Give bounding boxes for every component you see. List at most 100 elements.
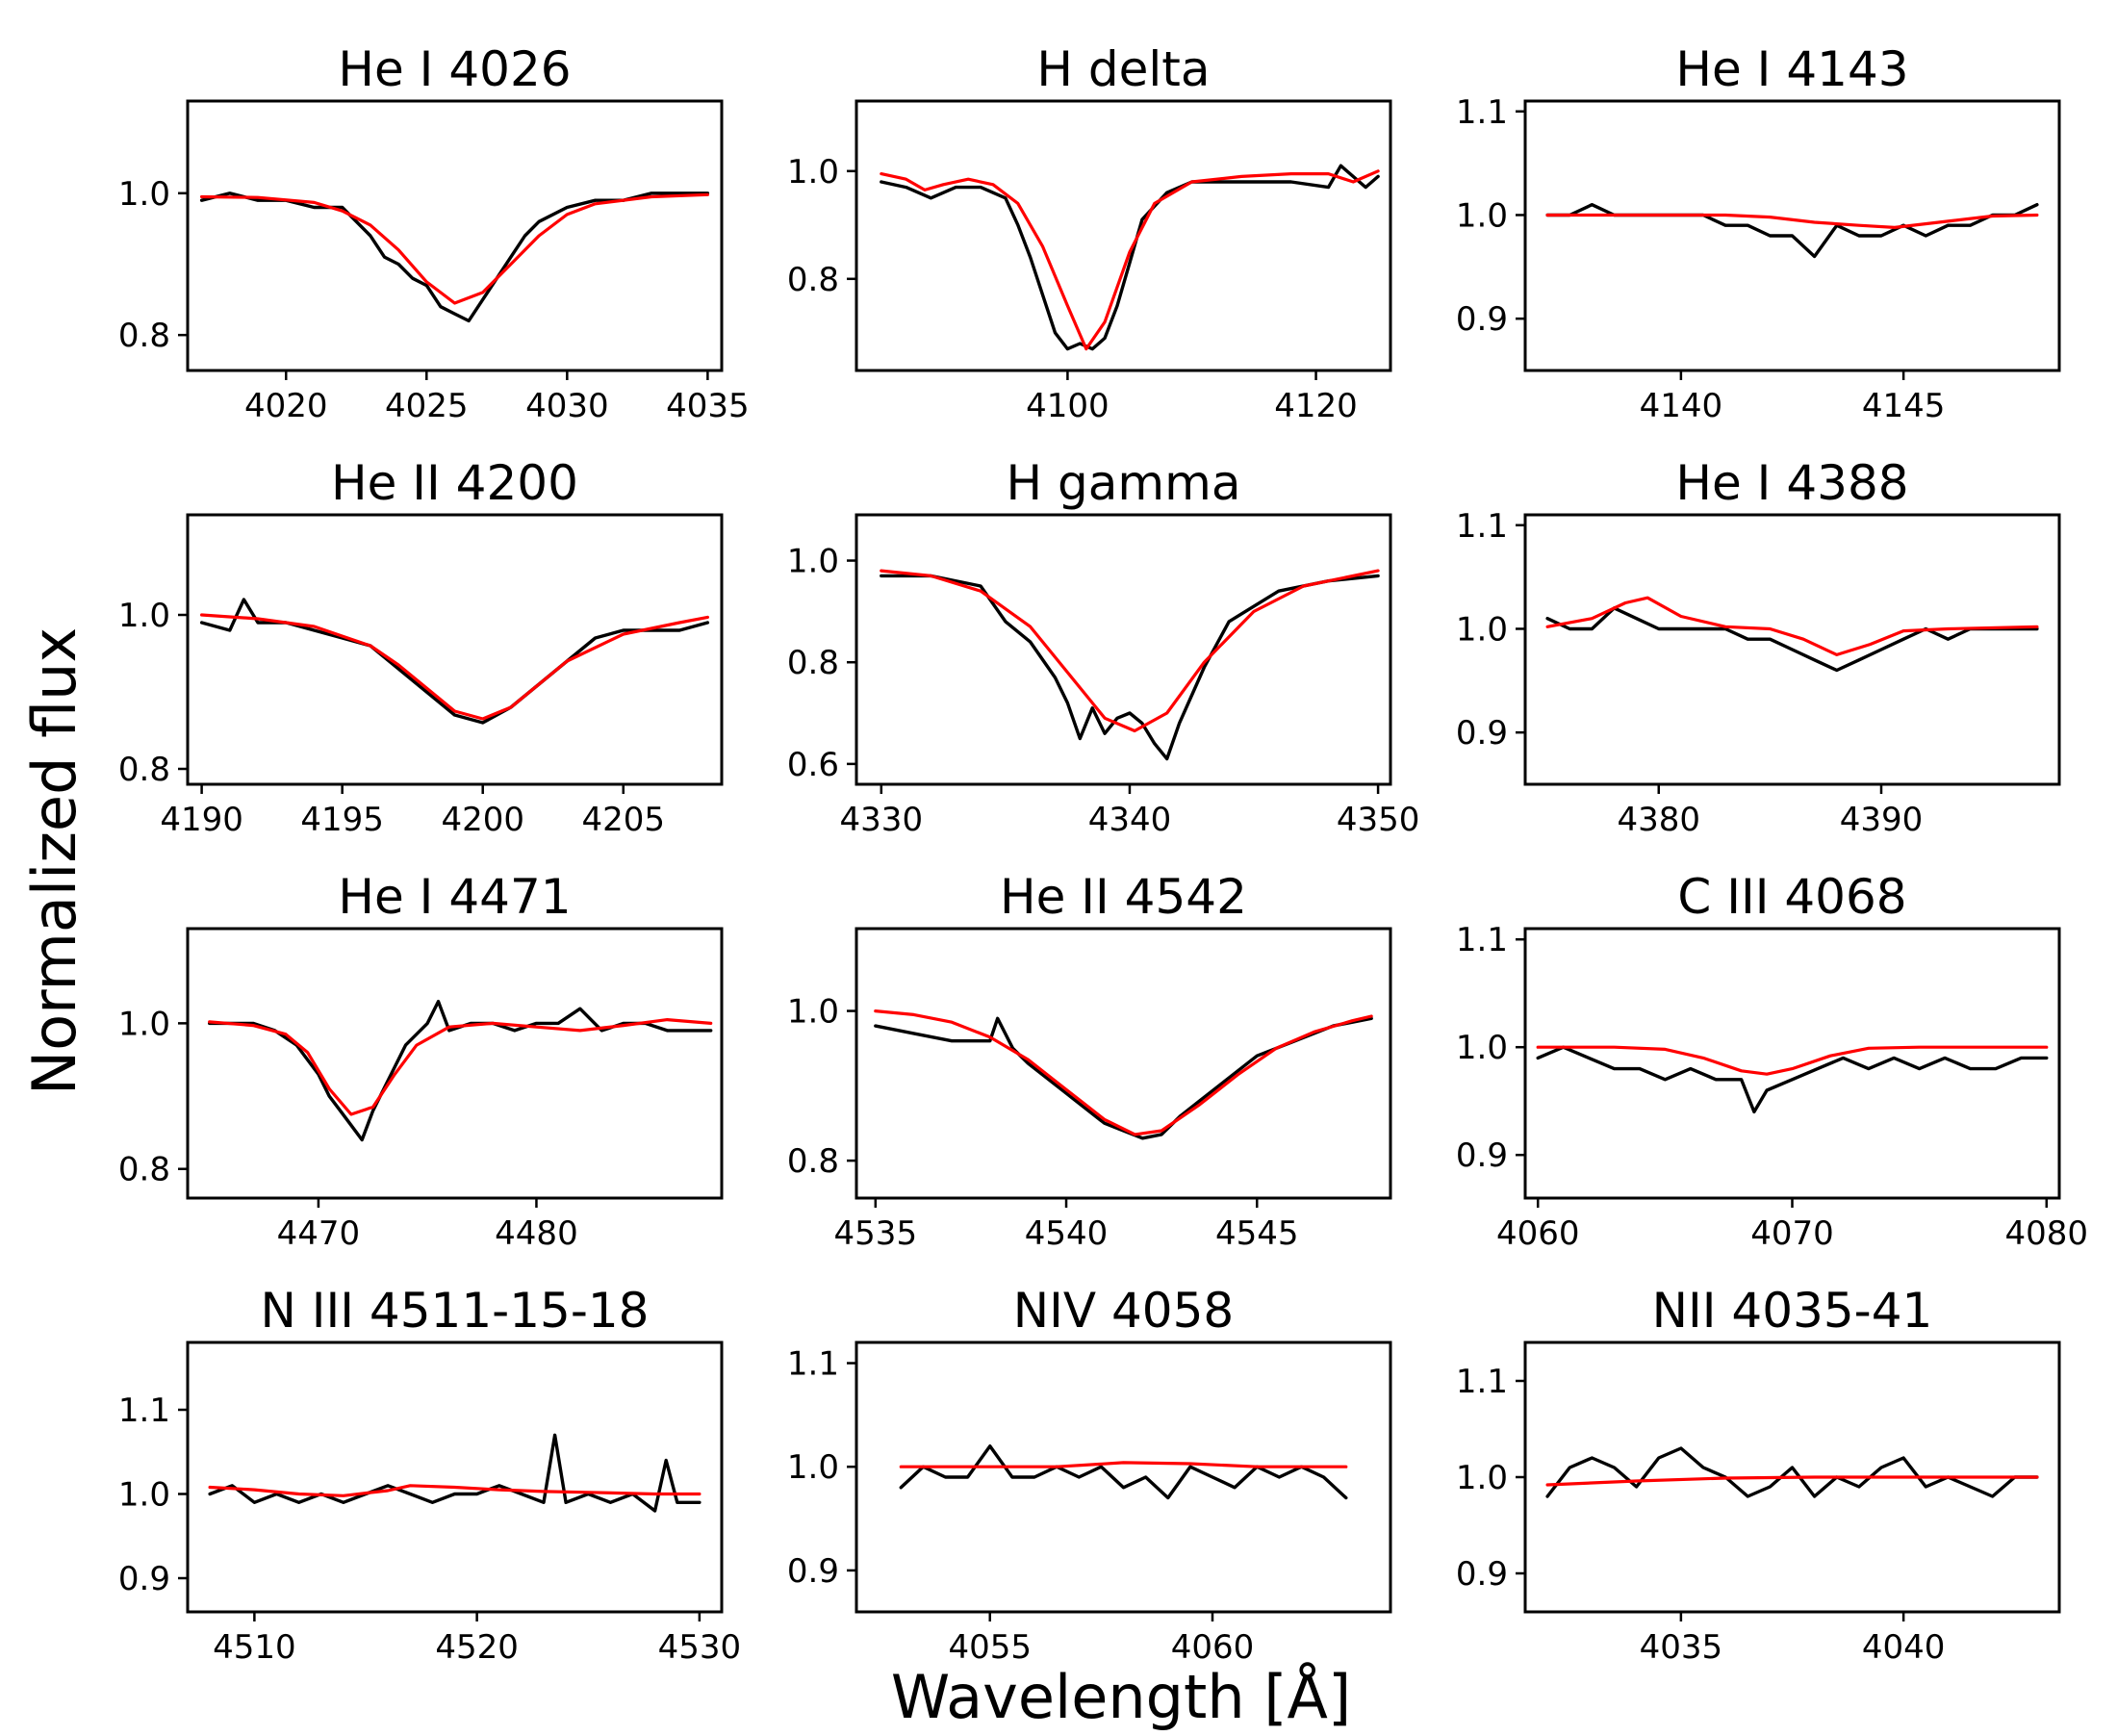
model-fit-line	[880, 169, 1380, 351]
y-tick-label: 0.9	[1456, 714, 1508, 753]
panel-lines	[874, 1009, 1373, 1140]
y-tick-label: 1.1	[1456, 1363, 1508, 1401]
observed-spectrum-line	[199, 598, 710, 725]
model-fit-line	[1545, 596, 2039, 656]
model-fit-line	[200, 613, 709, 721]
observed-spectrum-line	[880, 164, 1380, 351]
x-tick-label: 4055	[948, 1628, 1032, 1667]
observed-spectrum-line	[199, 191, 710, 323]
x-tick-label: 4070	[1750, 1214, 1834, 1253]
observed-spectrum-line	[899, 1444, 1348, 1500]
y-tick-label: 1.1	[118, 1391, 170, 1430]
panel-10: N III 4511-15-18 4510 4520 4530 0.9 1.0 1.1	[118, 1283, 741, 1667]
x-tick-label: 4080	[2005, 1214, 2089, 1253]
x-tick-label: 4025	[385, 387, 469, 425]
panel-lines	[1545, 203, 2039, 259]
model-fit-line	[880, 569, 1380, 733]
y-tick-label: 0.9	[1456, 300, 1508, 339]
y-tick-label: 1.0	[787, 543, 839, 581]
panel-title: H delta	[1036, 41, 1210, 97]
model-fit-line	[208, 1484, 701, 1497]
x-tick-label: 4020	[244, 387, 328, 425]
y-tick-label: 0.6	[787, 746, 839, 784]
panel-6: He I 4388 4380 4390 0.9 1.0 1.1	[1456, 455, 2061, 839]
panel-frame	[854, 927, 1392, 1200]
x-tick-label: 4200	[441, 801, 524, 839]
y-tick-label: 0.8	[118, 751, 170, 789]
panel-frame	[186, 1340, 724, 1614]
panel-title: He I 4026	[338, 41, 571, 97]
panel-9: C III 4068 4060 4070 4080 0.9 1.0 1.1	[1456, 869, 2088, 1253]
y-tick-label: 1.1	[1456, 93, 1508, 132]
panel-lines	[1545, 1446, 2039, 1498]
x-tick-label: 4190	[160, 801, 243, 839]
x-tick-label: 4545	[1215, 1214, 1299, 1253]
panel-title: He II 4200	[331, 455, 578, 511]
x-tick-label: 4530	[658, 1628, 742, 1667]
x-tick-label: 4145	[1862, 387, 1946, 425]
y-tick-label: 1.0	[118, 175, 170, 214]
panel-frame	[186, 927, 724, 1200]
x-tick-label: 4140	[1640, 387, 1723, 425]
x-tick-label: 4350	[1337, 801, 1420, 839]
y-tick-label: 1.0	[1456, 196, 1508, 235]
panel-frame	[186, 99, 724, 372]
panel-12: NII 4035-41 4035 4040 0.9 1.0 1.1	[1456, 1283, 2061, 1667]
y-tick-label: 1.0	[118, 597, 170, 635]
figure-xlabel: Wavelength [Å]	[891, 1662, 1351, 1732]
y-tick-label: 1.0	[118, 1005, 170, 1043]
x-tick-label: 4100	[1026, 387, 1110, 425]
panel-title: NIV 4058	[1013, 1283, 1235, 1339]
observed-spectrum-line	[874, 1016, 1373, 1140]
panel-lines	[1536, 1045, 2049, 1114]
y-tick-label: 1.0	[1456, 610, 1508, 649]
panel-lines	[208, 1000, 713, 1142]
y-tick-label: 1.1	[1456, 507, 1508, 546]
x-tick-label: 4510	[213, 1628, 296, 1667]
y-tick-label: 0.9	[1456, 1136, 1508, 1175]
panel-lines	[208, 1433, 701, 1513]
y-tick-label: 1.0	[118, 1476, 170, 1515]
panel-frame	[854, 99, 1392, 372]
panel-title: C III 4068	[1677, 869, 1906, 925]
panel-grid: He I 4026 4020 4025 4030 4035 0.8 1.0 H delta 41…	[118, 41, 2088, 1667]
panel-1: He I 4026 4020 4025 4030 4035 0.8 1.0	[118, 41, 750, 425]
y-tick-label: 0.9	[787, 1552, 839, 1591]
y-tick-label: 1.0	[787, 1448, 839, 1487]
model-fit-line	[1536, 1045, 2049, 1076]
panel-7: He I 4471 4470 4480 0.8 1.0	[118, 869, 724, 1253]
observed-spectrum-line	[1545, 1446, 2039, 1498]
panel-title: N III 4511-15-18	[260, 1283, 649, 1339]
model-fit-line	[874, 1009, 1373, 1136]
x-tick-label: 4195	[300, 801, 384, 839]
model-fit-line	[1545, 213, 2039, 229]
x-tick-label: 4060	[1496, 1214, 1580, 1253]
y-tick-label: 0.8	[787, 644, 839, 682]
panel-11: NIV 4058 4055 4060 0.9 1.0 1.1	[787, 1283, 1392, 1667]
panel-title: He I 4143	[1675, 41, 1908, 97]
x-tick-label: 4380	[1617, 801, 1700, 839]
panel-title: He I 4388	[1675, 455, 1908, 511]
y-tick-label: 1.1	[1456, 921, 1508, 959]
observed-spectrum-line	[880, 574, 1380, 761]
panel-frame	[186, 513, 724, 786]
y-tick-label: 1.1	[787, 1345, 839, 1384]
model-fit-line	[1545, 1475, 2039, 1487]
panel-lines	[1545, 596, 2039, 673]
panel-frame	[854, 1340, 1392, 1614]
y-tick-label: 0.8	[787, 261, 839, 299]
model-fit-line	[200, 192, 709, 305]
panel-2: H delta 4100 4120 0.8 1.0	[787, 41, 1392, 425]
x-tick-label: 4040	[1862, 1628, 1946, 1667]
x-tick-label: 4330	[840, 801, 924, 839]
panel-lines	[199, 191, 710, 323]
x-tick-label: 4030	[525, 387, 609, 425]
observed-spectrum-line	[1545, 606, 2039, 673]
panel-5: H gamma 4330 4340 4350 0.6 0.8 1.0	[787, 455, 1419, 839]
panel-lines	[899, 1444, 1348, 1500]
panel-4: He II 4200 4190 4195 4200 4205 0.8 1.0	[118, 455, 724, 839]
y-tick-label: 0.9	[1456, 1555, 1508, 1594]
panel-lines	[880, 569, 1380, 761]
